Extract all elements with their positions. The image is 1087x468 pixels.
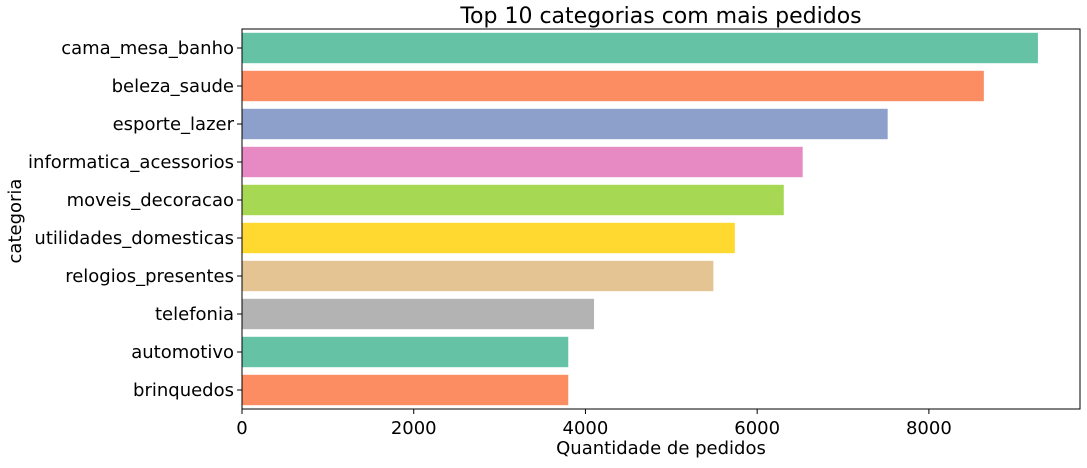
bar-cama_mesa_banho (242, 32, 1038, 64)
x-tick-label: 8000 (906, 418, 952, 439)
x-tick-label: 4000 (563, 418, 609, 439)
y-tick-label: informatica_acessorios (28, 152, 234, 173)
bars-group (242, 32, 1038, 406)
y-tick-label: utilidades_domesticas (34, 228, 234, 249)
x-axis-label: Quantidade de pedidos (556, 438, 766, 459)
y-tick-label: automotivo (131, 342, 234, 363)
x-tick-label: 2000 (391, 418, 437, 439)
y-tick-label: relogios_presentes (65, 266, 234, 287)
y-tick-label: moveis_decoracao (67, 190, 234, 211)
x-tick-label: 0 (236, 418, 247, 439)
y-tick-label: cama_mesa_banho (61, 38, 234, 59)
bar-utilidades_domesticas (242, 222, 735, 254)
bar-automotivo (242, 336, 569, 368)
bar-moveis_decoracao (242, 184, 784, 216)
y-tick-labels: cama_mesa_banho beleza_saude esporte_lazer… (28, 38, 242, 401)
bar-beleza_saude (242, 70, 984, 102)
bar-telefonia (242, 298, 595, 330)
plot-frame (241, 28, 1081, 410)
y-tick-label: brinquedos (133, 380, 234, 401)
bar-relogios_presentes (242, 260, 714, 292)
bar-informatica_acessorios (242, 146, 803, 178)
x-tick-label: 6000 (734, 418, 780, 439)
y-tick-label: beleza_saude (112, 76, 234, 97)
chart-title: Top 10 categorias com mais pedidos (459, 4, 861, 29)
bar-brinquedos (242, 374, 569, 406)
y-axis-label: categoria (5, 179, 26, 264)
x-tick-labels: 0 2000 4000 6000 8000 (236, 409, 952, 439)
y-tick-label: esporte_lazer (113, 114, 235, 135)
y-tick-label: telefonia (155, 304, 234, 325)
bar-esporte_lazer (242, 108, 888, 140)
